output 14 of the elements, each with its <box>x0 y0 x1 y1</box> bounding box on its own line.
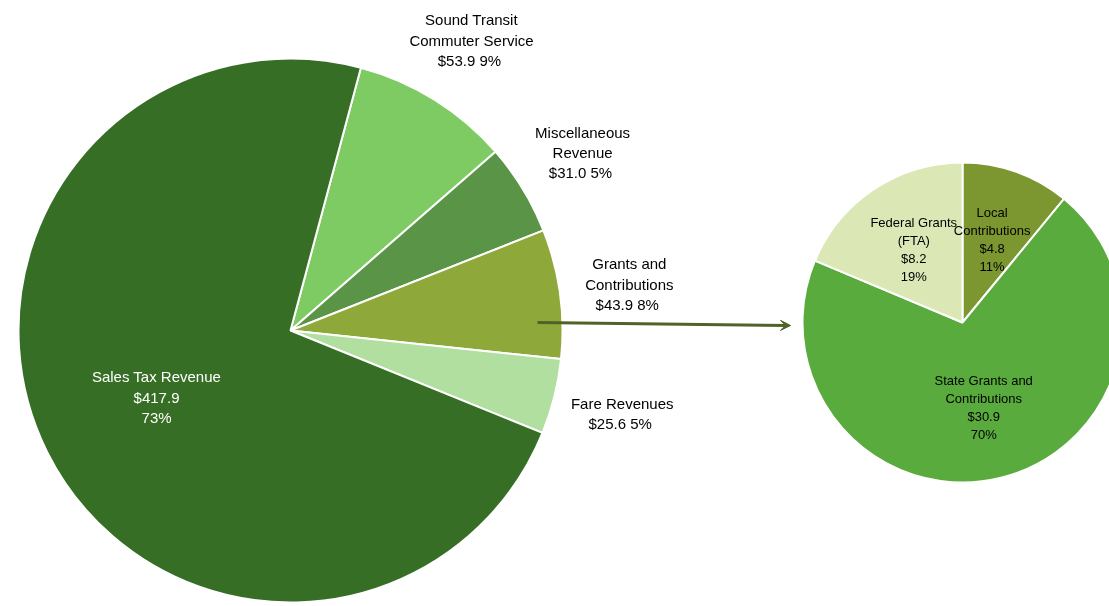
data-label: $30.9 70% <box>967 409 1000 443</box>
slice-label: Miscellaneous Revenue <box>535 123 631 162</box>
data-label: $25.6 5% <box>588 415 652 433</box>
slice-label: Fare Revenues <box>570 394 674 412</box>
data-label: $8.2 19% <box>900 250 928 284</box>
data-label: $417.9 73% <box>133 388 180 427</box>
slice-label: State Grants and Contributions <box>934 373 1033 407</box>
data-label: $53.9 9% <box>437 52 502 70</box>
slice-label: Sound Transit Commuter Service <box>409 11 534 49</box>
data-label: $43.9 8% <box>595 296 659 314</box>
data-label: $31.0 5% <box>548 164 613 182</box>
slice-label: Grants and Contributions <box>585 255 674 293</box>
slice-label: Sales Tax Revenue <box>91 368 221 386</box>
data-label: $4.8 11% <box>979 241 1006 275</box>
